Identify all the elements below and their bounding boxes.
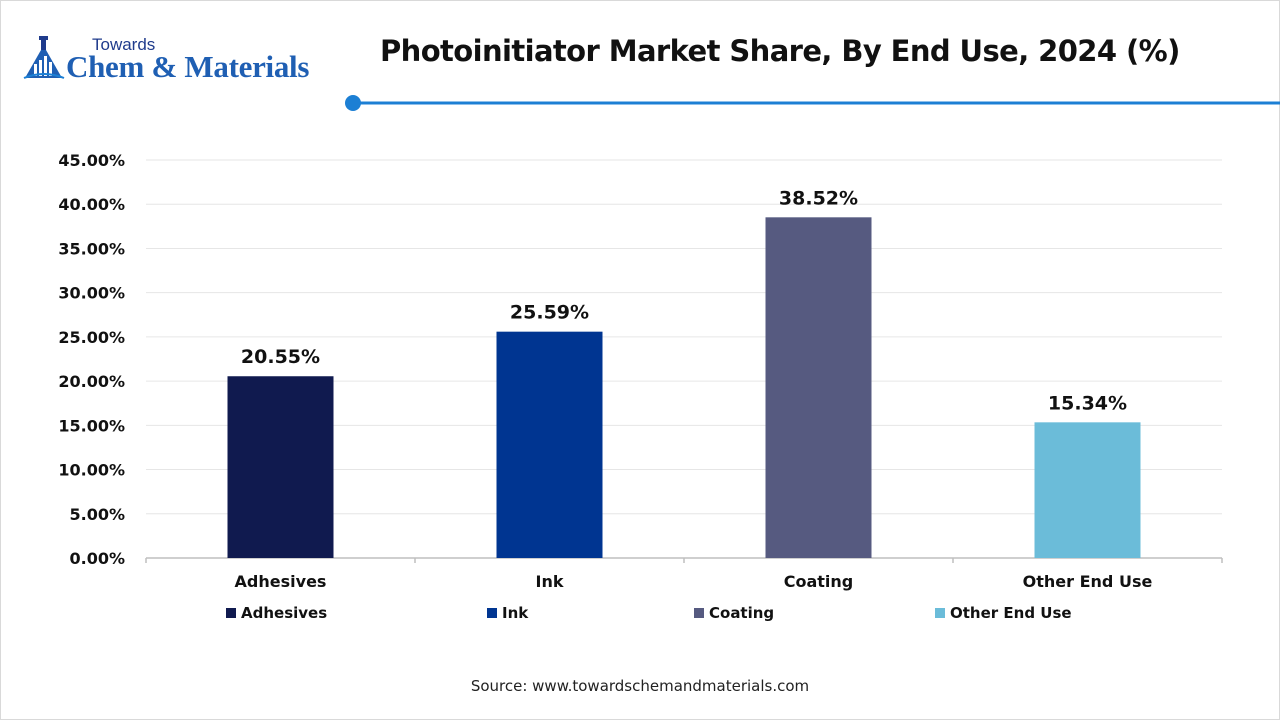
bar-coating [765, 217, 872, 558]
legend-swatch [935, 608, 945, 618]
legend-swatch [487, 608, 497, 618]
data-label: 38.52% [779, 187, 858, 209]
x-tick-label: Other End Use [1023, 572, 1153, 591]
title-underline [345, 95, 1280, 111]
legend-label: Adhesives [241, 604, 328, 622]
x-tick-label: Adhesives [235, 572, 327, 591]
source-note: Source: www.towardschemandmaterials.com [470, 677, 810, 695]
x-tick-label: Ink [536, 572, 564, 591]
legend-item: Other End Use [935, 604, 1072, 622]
brand-small: Towards [92, 35, 156, 54]
data-label: 15.34% [1048, 392, 1127, 414]
y-tick-label: 0.00% [69, 549, 125, 568]
bar-adhesives [227, 376, 334, 558]
brand-logo: Towards Chem & Materials [22, 34, 342, 86]
chart-title: Photoinitiator Market Share, By End Use,… [380, 34, 1180, 68]
legend-item: Coating [694, 604, 774, 622]
legend-label: Ink [502, 604, 529, 622]
y-tick-label: 10.00% [58, 461, 125, 480]
y-tick-label: 20.00% [58, 372, 125, 391]
bar-ink [496, 331, 603, 558]
legend-label: Coating [709, 604, 775, 622]
legend-swatch [226, 608, 236, 618]
legend: Adhesives Ink Coating Other End Use [0, 604, 1280, 624]
flask-icon [23, 36, 65, 79]
y-tick-label: 30.00% [58, 284, 125, 303]
legend-item: Adhesives [226, 604, 327, 622]
legend-label: Other End Use [950, 604, 1072, 622]
y-tick-label: 35.00% [58, 239, 125, 258]
bar-chart: 0.00% 5.00% 10.00% 15.00% 20.00% 25.00% 30.00%… [58, 151, 1223, 591]
y-tick-label: 15.00% [58, 416, 125, 435]
y-tick-label: 5.00% [69, 505, 125, 524]
data-label: 25.59% [510, 302, 589, 324]
y-tick-label: 45.00% [58, 151, 125, 170]
data-label: 20.55% [241, 346, 320, 368]
bar-other-end-use [1034, 422, 1141, 558]
legend-item: Ink [487, 604, 528, 622]
x-tick-label: Coating [784, 572, 854, 591]
brand-name: Chem & Materials [66, 49, 310, 84]
y-tick-label: 40.00% [58, 195, 125, 214]
y-tick-label: 25.00% [58, 328, 125, 347]
legend-swatch [694, 608, 704, 618]
